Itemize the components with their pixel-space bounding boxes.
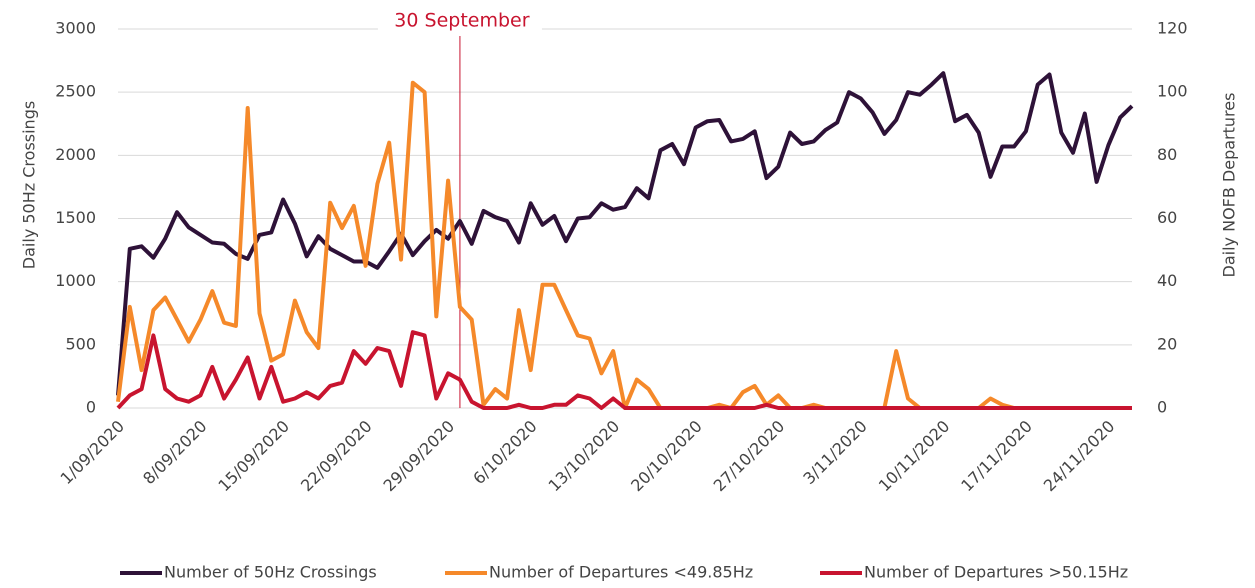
series-line <box>116 71 1134 396</box>
x-tick-label: 13/10/2020 <box>545 417 624 496</box>
y-tick-label: 500 <box>65 334 96 353</box>
series-line <box>116 330 1132 410</box>
y2-tick-label: 60 <box>1157 208 1177 227</box>
annotation-bg <box>377 8 542 36</box>
y-tick-label: 3000 <box>55 19 96 38</box>
y-tick-label: 2000 <box>55 145 96 164</box>
x-tick-label: 8/09/2020 <box>139 417 210 488</box>
y2-tick-label: 20 <box>1157 334 1177 353</box>
x-tick-label: 6/10/2020 <box>469 417 540 488</box>
legend-label: Number of Departures <49.85Hz <box>489 563 753 582</box>
annotation-text: 30 September <box>394 10 529 32</box>
x-tick-label: 29/09/2020 <box>380 417 459 496</box>
y2-axis-title: Daily NOFB Departures <box>1220 93 1239 278</box>
y-tick-label: 0 <box>86 398 96 417</box>
y2-tick-label: 40 <box>1157 271 1177 290</box>
y-tick-label: 1500 <box>55 208 96 227</box>
y-axis-title: Daily 50Hz Crossings <box>20 101 39 269</box>
legend-label: Number of 50Hz Crossings <box>164 563 377 582</box>
legend-label: Number of Departures >50.15Hz <box>864 563 1128 582</box>
y2-tick-label: 120 <box>1157 19 1188 38</box>
x-tick-label: 1/09/2020 <box>57 417 128 488</box>
x-tick-label: 27/10/2020 <box>710 417 789 496</box>
y-tick-label: 2500 <box>55 82 96 101</box>
x-tick-label: 22/09/2020 <box>297 417 376 496</box>
y2-tick-label: 100 <box>1157 82 1188 101</box>
x-tick-label: 10/11/2020 <box>875 417 954 496</box>
y-tick-label: 1000 <box>55 271 96 290</box>
y2-tick-label: 0 <box>1157 398 1167 417</box>
x-tick-label: 17/11/2020 <box>957 417 1036 496</box>
y2-tick-label: 80 <box>1157 145 1177 164</box>
x-tick-label: 3/11/2020 <box>799 417 870 488</box>
x-tick-label: 20/10/2020 <box>627 417 706 496</box>
x-tick-label: 24/11/2020 <box>1040 417 1119 496</box>
x-tick-label: 15/09/2020 <box>214 417 293 496</box>
